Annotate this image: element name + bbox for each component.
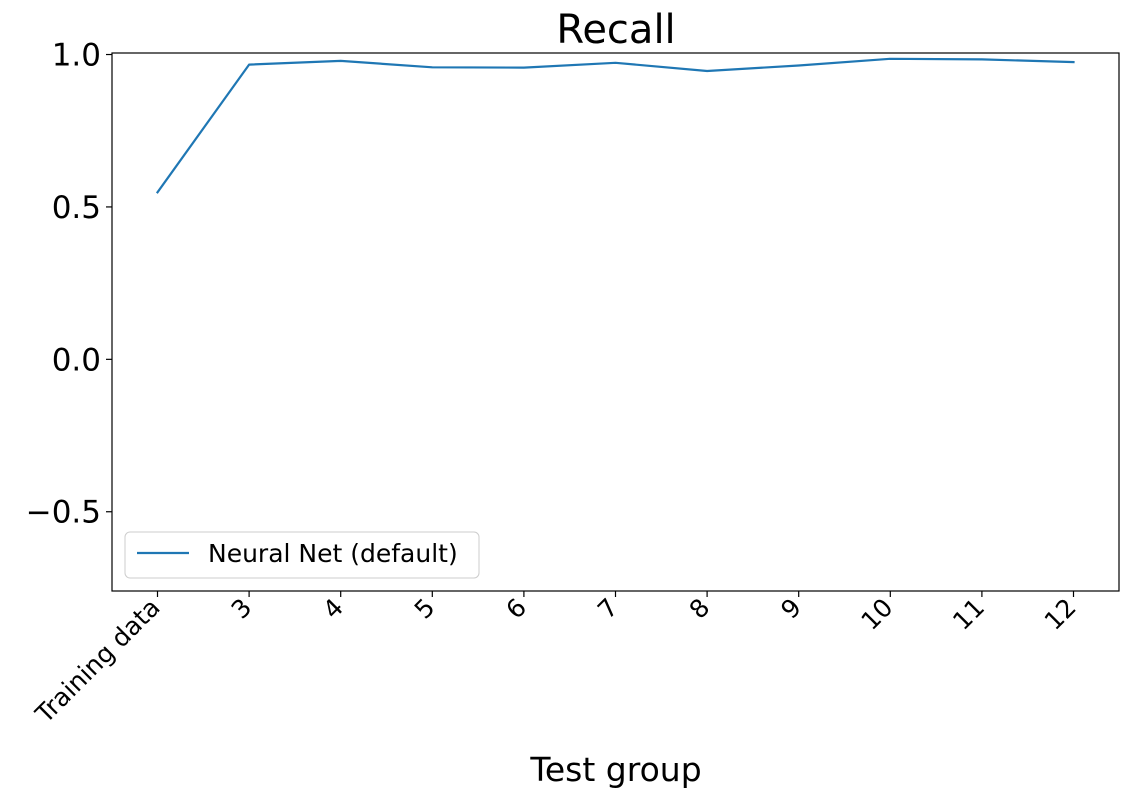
x-tick-label: 11 [947, 593, 990, 636]
legend-label-neural-net: Neural Net (default) [208, 539, 458, 568]
x-tick-label: 8 [684, 593, 716, 625]
y-axis: −0.5 0.0 0.5 1.0 [26, 38, 112, 531]
plot-frame [111, 52, 1120, 592]
plot-area [111, 52, 1120, 592]
y-tick-label: −0.5 [26, 495, 101, 531]
y-tick-label: 1.0 [52, 38, 101, 74]
chart-title: Recall [556, 7, 675, 53]
x-tick-label: 9 [775, 593, 807, 625]
series-line-neural-net [155, 57, 1075, 194]
y-tick-label: 0.5 [52, 190, 101, 226]
series-layer [155, 57, 1075, 194]
legend: Neural Net (default) [124, 531, 480, 579]
x-tick-label: 3 [226, 593, 258, 625]
x-tick-label: 5 [409, 593, 441, 625]
x-tick-label: 12 [1039, 593, 1082, 636]
x-tick-label: 4 [317, 593, 349, 625]
y-tick-label: 0.0 [52, 342, 101, 378]
x-tick-label: 7 [592, 593, 624, 625]
x-tick-label: Training data [29, 593, 165, 729]
x-axis-label: Test group [529, 750, 701, 789]
x-tick-label: 6 [500, 593, 532, 625]
legend-box [124, 531, 480, 579]
x-tick-label: 10 [856, 593, 899, 636]
x-axis: Training data 3 4 5 6 7 8 9 10 11 12 [29, 591, 1082, 729]
